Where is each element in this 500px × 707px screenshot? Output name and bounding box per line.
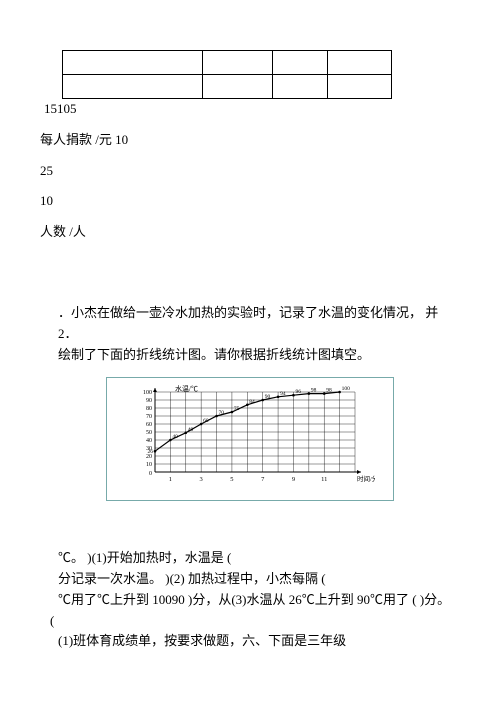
q-line: ℃。 )(1)开始加热时，水温是 ( (58, 548, 460, 569)
para-text: ．小杰在做给一壶冷水加热的实验时，记录了水温的变化情况， 并 2． (58, 303, 460, 345)
svg-text:90: 90 (265, 394, 271, 400)
svg-text:10: 10 (146, 462, 152, 468)
cell (273, 51, 328, 75)
paragraph: ．小杰在做给一壶冷水加热的实验时，记录了水温的变化情况， 并 2． 绘制了下面的… (40, 303, 460, 365)
svg-text:60: 60 (203, 418, 209, 424)
svg-text:50: 50 (146, 430, 152, 436)
svg-text:96: 96 (295, 390, 301, 396)
text-line: 人数 /人 (40, 222, 460, 243)
svg-text:1: 1 (169, 476, 172, 483)
svg-text:49: 49 (188, 427, 194, 433)
svg-text:84: 84 (249, 399, 255, 405)
svg-text:60: 60 (146, 422, 152, 428)
q-line: ( (50, 611, 460, 632)
svg-text:98: 98 (326, 388, 332, 394)
text-line: 每人捐款 /元 10 (40, 130, 460, 151)
q-line: (1)班体育成绩单，按要求做题，六、下面是三年级 (40, 631, 460, 652)
svg-text:100: 100 (143, 390, 152, 396)
q-line: ℃用了℃上升到 10090 )分，从(3)水温从 26℃上升到 90℃用了 ( … (40, 590, 460, 611)
svg-text:时间/分: 时间/分 (357, 474, 375, 483)
cell (328, 51, 392, 75)
text-line: 10 (40, 191, 460, 212)
text-line: 25 (40, 161, 460, 182)
svg-text:水温/℃: 水温/℃ (175, 384, 198, 393)
line-chart-svg: 水温/℃1020304050607080901001357911时间/分0264… (125, 384, 375, 494)
svg-text:80: 80 (146, 406, 152, 412)
para-text: 绘制了下面的折线统计图。请你根据折线统计图填空。 (58, 345, 460, 366)
svg-text:5: 5 (230, 476, 233, 483)
svg-text:3: 3 (200, 476, 203, 483)
svg-text:70: 70 (219, 410, 225, 416)
question-block: ℃。 )(1)开始加热时，水温是 ( 分记录一次水温。 )(2) 加热过程中，小… (40, 548, 460, 590)
svg-text:75: 75 (234, 406, 240, 412)
cell (328, 75, 392, 99)
empty-table (62, 50, 392, 99)
svg-text:9: 9 (292, 476, 295, 483)
svg-text:90: 90 (146, 398, 152, 404)
svg-text:26: 26 (148, 450, 154, 456)
q-line: 分记录一次水温。 )(2) 加热过程中，小杰每隔 ( (58, 569, 460, 590)
svg-text:100: 100 (342, 386, 351, 392)
svg-text:70: 70 (146, 414, 152, 420)
chart-border: 水温/℃1020304050607080901001357911时间/分0264… (106, 377, 394, 501)
chart-figure: 水温/℃1020304050607080901001357911时间/分0264… (40, 377, 460, 508)
svg-text:98: 98 (311, 388, 317, 394)
cell (63, 75, 203, 99)
number-after-table: 15105 (44, 99, 77, 120)
svg-text:0: 0 (149, 471, 152, 477)
table-with-number: 15105 (40, 50, 460, 120)
svg-text:94: 94 (280, 391, 286, 397)
cell (203, 75, 273, 99)
cell (273, 75, 328, 99)
cell (63, 51, 203, 75)
svg-text:40: 40 (172, 434, 178, 440)
cell (203, 51, 273, 75)
svg-text:11: 11 (321, 476, 327, 483)
svg-text:7: 7 (261, 476, 265, 483)
svg-text:40: 40 (146, 438, 152, 444)
